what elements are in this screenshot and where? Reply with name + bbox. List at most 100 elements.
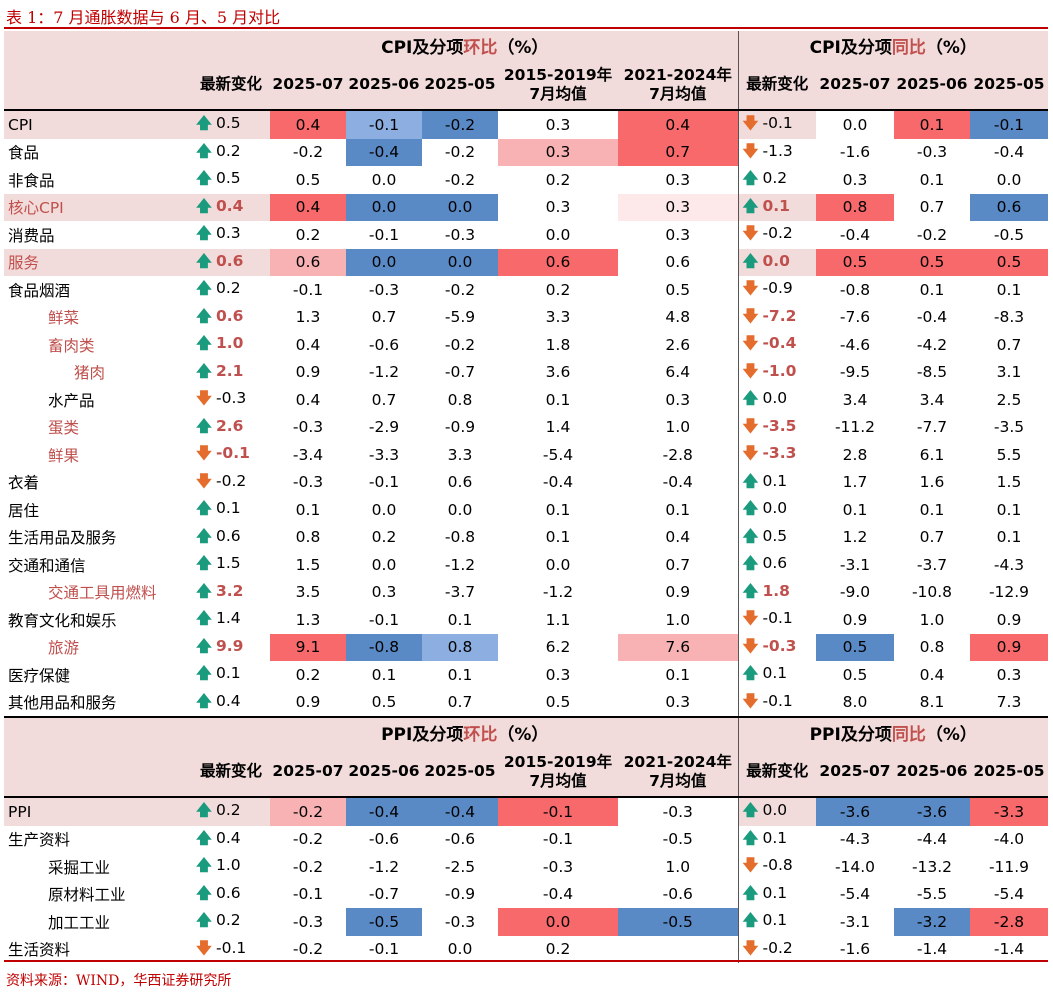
value-cell: -0.1 [498, 797, 618, 826]
arrow-down-icon: 🡇 [742, 306, 759, 325]
value-cell: 0.5 [816, 248, 894, 276]
value-cell: -2.9 [368, 418, 400, 437]
value-cell: 2.8 [842, 445, 868, 464]
arrow-down-icon: 🡇 [742, 938, 759, 957]
value-cell: -2.5 [444, 857, 476, 876]
arrow-down-icon: 🡇 [742, 636, 759, 655]
arrow-up-icon: 🡅 [196, 526, 212, 545]
value-cell: 0.9 [295, 693, 321, 712]
value-cell: 0.1 [447, 665, 473, 684]
row-label: 居住 [8, 501, 40, 520]
value-cell: -7.7 [916, 418, 948, 437]
value-cell: -0.5 [346, 908, 422, 936]
table-row: 消费品 🡅 0.3 0.2 -0.1 -0.3 0.0 0.3 🡇 -0.2 -0.4 -0.2 -0.… [4, 221, 1048, 249]
column-header: 2025-06 [896, 762, 968, 780]
value-cell: -0.5 [618, 908, 738, 936]
arrow-up-icon: 🡅 [196, 334, 212, 353]
table-row: CPI 🡅 0.5 0.4 -0.1 -0.2 0.3 0.4 🡇 -0.1 0.0 0.1 -0.1 [4, 110, 1048, 139]
value-cell: 0.2 [545, 170, 571, 189]
row-label: 其他用品和服务 [8, 694, 117, 713]
arrow-up-icon: 🡅 [196, 306, 212, 325]
arrow-up-icon: 🡅 [742, 664, 759, 683]
value-cell: -1.4 [916, 940, 948, 959]
value-cell: -0.4 [346, 797, 422, 826]
column-header: 2015-2019年 7月均值 [503, 65, 613, 103]
latest-change-cell: 🡅 1.8 [737, 578, 816, 606]
value-cell: -0.3 [368, 280, 400, 299]
value-cell: -0.1 [970, 110, 1048, 139]
value-cell: -0.9 [444, 885, 476, 904]
value-cell: -0.7 [444, 363, 476, 382]
row-label: 鲜菜 [48, 309, 80, 328]
column-header: 2025-06 [896, 75, 968, 93]
value-cell: -14.0 [834, 857, 876, 876]
value-cell: 0.1 [447, 610, 473, 629]
cpi-mom-title: CPI及分项环比（%） [381, 38, 549, 58]
latest-change-cell: 🡅 0.2 [192, 908, 270, 936]
value-cell: 0.6 [970, 193, 1048, 221]
arrow-up-icon: 🡅 [742, 169, 759, 188]
value-cell: 1.0 [665, 418, 691, 437]
latest-change-cell: 🡅 9.9 [192, 634, 270, 662]
column-header: 最新变化 [199, 762, 262, 780]
latest-change-cell: 🡇 -0.2 [192, 469, 270, 497]
value-cell: 0.4 [295, 335, 321, 354]
value-cell: -0.4 [916, 308, 948, 327]
value-cell: -0.4 [542, 885, 574, 904]
value-cell: 5.5 [996, 445, 1022, 464]
value-cell: 0.9 [842, 610, 868, 629]
value-cell: -9.5 [839, 363, 871, 382]
arrow-up-icon: 🡅 [742, 196, 759, 215]
arrow-down-icon: 🡇 [742, 141, 759, 160]
arrow-up-icon: 🡅 [742, 526, 759, 545]
column-header: 最新变化 [737, 60, 816, 110]
value-cell: -1.2 [368, 857, 400, 876]
ppi-title-row: PPI及分项环比（%） PPI及分项同比（%） [4, 717, 1048, 747]
value-cell: 0.1 [842, 500, 868, 519]
value-cell: 0.4 [295, 390, 321, 409]
value-cell: 0.3 [665, 170, 691, 189]
value-cell: 0.2 [295, 225, 321, 244]
row-label: 旅游 [48, 639, 80, 658]
table-row: 猪肉 🡅 2.1 0.9 -1.2 -0.7 3.6 6.4 🡇 -1.0 -9.5 -8.5 3.1 [4, 358, 1048, 386]
value-cell: 0.9 [665, 583, 691, 602]
value-cell: 0.0 [346, 193, 422, 221]
latest-change-cell: 🡅 0.0 [737, 386, 816, 414]
value-cell: -0.8 [444, 528, 476, 547]
value-cell: -3.6 [816, 797, 894, 826]
value-cell: -3.3 [970, 797, 1048, 826]
row-label: 核心CPI [4, 193, 192, 221]
value-cell: -1.2 [444, 555, 476, 574]
table-row: 生活资料 🡇 -0.1 -0.2 -0.1 0.0 0.2 🡇 -0.2 -1.6 -1.4 -1.4 [4, 935, 1048, 963]
arrow-up-icon: 🡅 [742, 499, 759, 518]
value-cell: 0.0 [842, 115, 868, 134]
latest-change-cell: 🡇 -0.1 [737, 110, 816, 139]
value-cell: -0.4 [839, 225, 871, 244]
value-cell: -0.1 [368, 610, 400, 629]
value-cell: 0.5 [842, 665, 868, 684]
value-cell: 0.1 [665, 500, 691, 519]
value-cell: 0.9 [295, 363, 321, 382]
arrow-up-icon: 🡅 [196, 554, 212, 573]
table-row: PPI 🡅 0.2 -0.2 -0.4 -0.4 -0.1 -0.3 🡅 0.0 -3.6 -3.6-… [4, 797, 1048, 826]
column-header: 2025-05 [973, 75, 1045, 93]
column-header: 2021-2024年 7月均值 [623, 65, 732, 103]
value-cell: 0.5 [816, 633, 894, 661]
value-cell: 0.5 [665, 280, 691, 299]
arrow-up-icon: 🡅 [196, 361, 212, 380]
header-spacer [4, 60, 192, 110]
arrow-up-icon: 🡅 [196, 664, 212, 683]
value-cell: 0.5 [371, 693, 397, 712]
value-cell: 0.0 [371, 555, 397, 574]
value-cell: 0.4 [270, 193, 346, 221]
value-cell: 3.1 [996, 363, 1022, 382]
value-cell: -0.3 [542, 857, 574, 876]
value-cell: -3.2 [894, 908, 970, 936]
value-cell: 0.1 [371, 665, 397, 684]
arrow-up-icon: 🡅 [196, 801, 212, 820]
latest-change-cell: 🡅 0.5 [737, 523, 816, 551]
value-cell: 3.3 [545, 308, 571, 327]
value-cell: 0.9 [970, 633, 1048, 661]
latest-change-cell: 🡅 0.6 [192, 304, 270, 332]
value-cell: -8.5 [916, 363, 948, 382]
